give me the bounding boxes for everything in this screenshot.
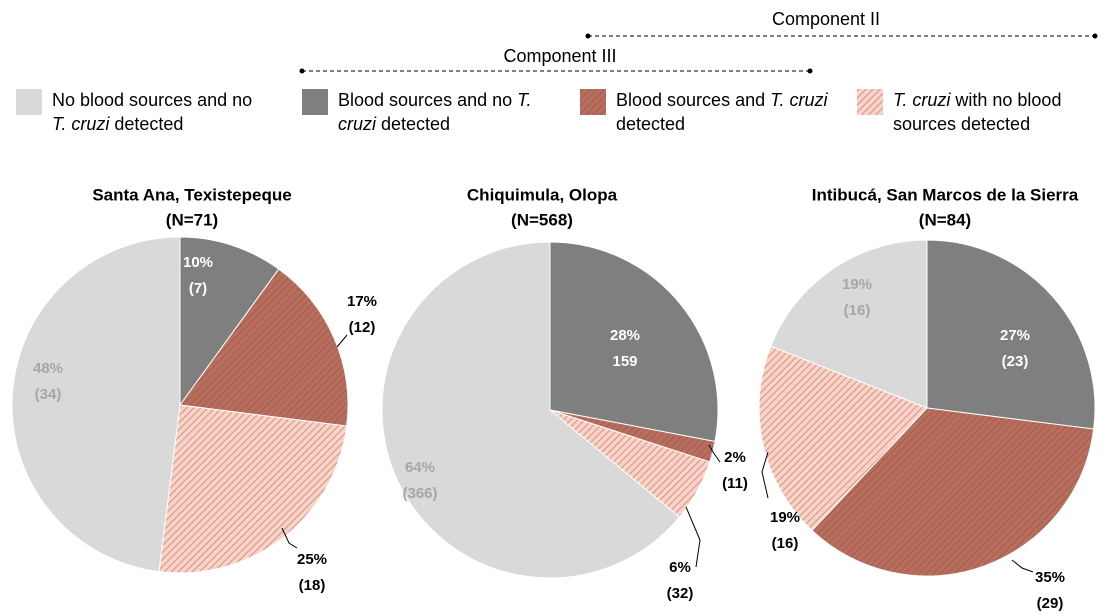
value-label: 48% — [33, 360, 63, 377]
value-label: 19% — [770, 509, 800, 526]
annotation: Component III — [503, 46, 616, 66]
count-label: (18) — [299, 577, 326, 594]
pie-slice — [179, 268, 349, 427]
pie-title: Santa Ana, Texistepeque — [92, 185, 291, 204]
value-label: 27% — [1000, 327, 1030, 344]
pie-slice — [811, 407, 1095, 577]
count-label: (23) — [1002, 353, 1029, 370]
legend-label: Blood sources and T. cruzi — [616, 90, 828, 110]
value-label: 10% — [183, 254, 213, 271]
value-label: 2% — [724, 449, 746, 466]
pie-slice — [926, 239, 1096, 430]
legend-label: cruzi detected — [338, 114, 450, 134]
value-label: 6% — [669, 559, 691, 576]
pie-slice — [770, 239, 928, 409]
count-label: (7) — [189, 280, 207, 297]
value-label: 64% — [405, 459, 435, 476]
pie-slice — [381, 241, 681, 579]
value-label: 19% — [842, 276, 872, 293]
legend-swatch — [580, 89, 606, 115]
count-label: (12) — [349, 319, 376, 336]
pie-slice — [158, 404, 348, 574]
legend-label: Blood sources and no T. — [338, 90, 531, 110]
leader-line — [336, 334, 348, 348]
annotation: Component II — [772, 9, 880, 29]
count-label: (16) — [772, 535, 799, 552]
component-dot — [807, 68, 813, 74]
pie-slice — [11, 236, 181, 573]
legend-swatch — [16, 89, 42, 115]
count-label: (16) — [844, 302, 871, 319]
pie-slice — [758, 345, 928, 532]
leader-line — [761, 451, 769, 499]
count-label: (32) — [667, 585, 694, 602]
leader-line — [708, 444, 721, 463]
value-label: 28% — [610, 327, 640, 344]
value-label: 25% — [297, 551, 327, 568]
count-label: (11) — [722, 475, 748, 492]
leader-line — [281, 527, 298, 549]
count-label: (34) — [35, 386, 62, 403]
legend-swatch — [857, 89, 883, 115]
leader-line — [685, 506, 701, 568]
value-label: 35% — [1035, 569, 1065, 586]
count-label: (366) — [402, 485, 437, 502]
legend-swatch — [302, 89, 328, 115]
pie-slice — [549, 241, 719, 443]
legend-label: detected — [616, 114, 685, 134]
value-label: 17% — [347, 293, 377, 310]
pie-title: Intibucá, San Marcos de la Sierra — [812, 185, 1079, 204]
count-label: 159 — [612, 353, 637, 370]
count-label: (29) — [1037, 595, 1064, 612]
pie-title: Chiquimula, Olopa — [467, 185, 618, 204]
legend-label: No blood sources and no — [52, 90, 252, 110]
pie-subtitle: (N=71) — [166, 210, 218, 229]
legend-label: sources detected — [893, 114, 1030, 134]
component-dot — [1092, 33, 1098, 39]
component-dot — [299, 68, 305, 74]
pie-subtitle: (N=568) — [511, 210, 573, 229]
legend-label: T. cruzi with no blood — [893, 90, 1061, 110]
leader-line — [1011, 559, 1034, 573]
legend-label: T. cruzi detected — [52, 114, 183, 134]
pie-subtitle: (N=84) — [919, 210, 971, 229]
pie-slice — [179, 236, 280, 407]
component-dot — [585, 33, 591, 39]
